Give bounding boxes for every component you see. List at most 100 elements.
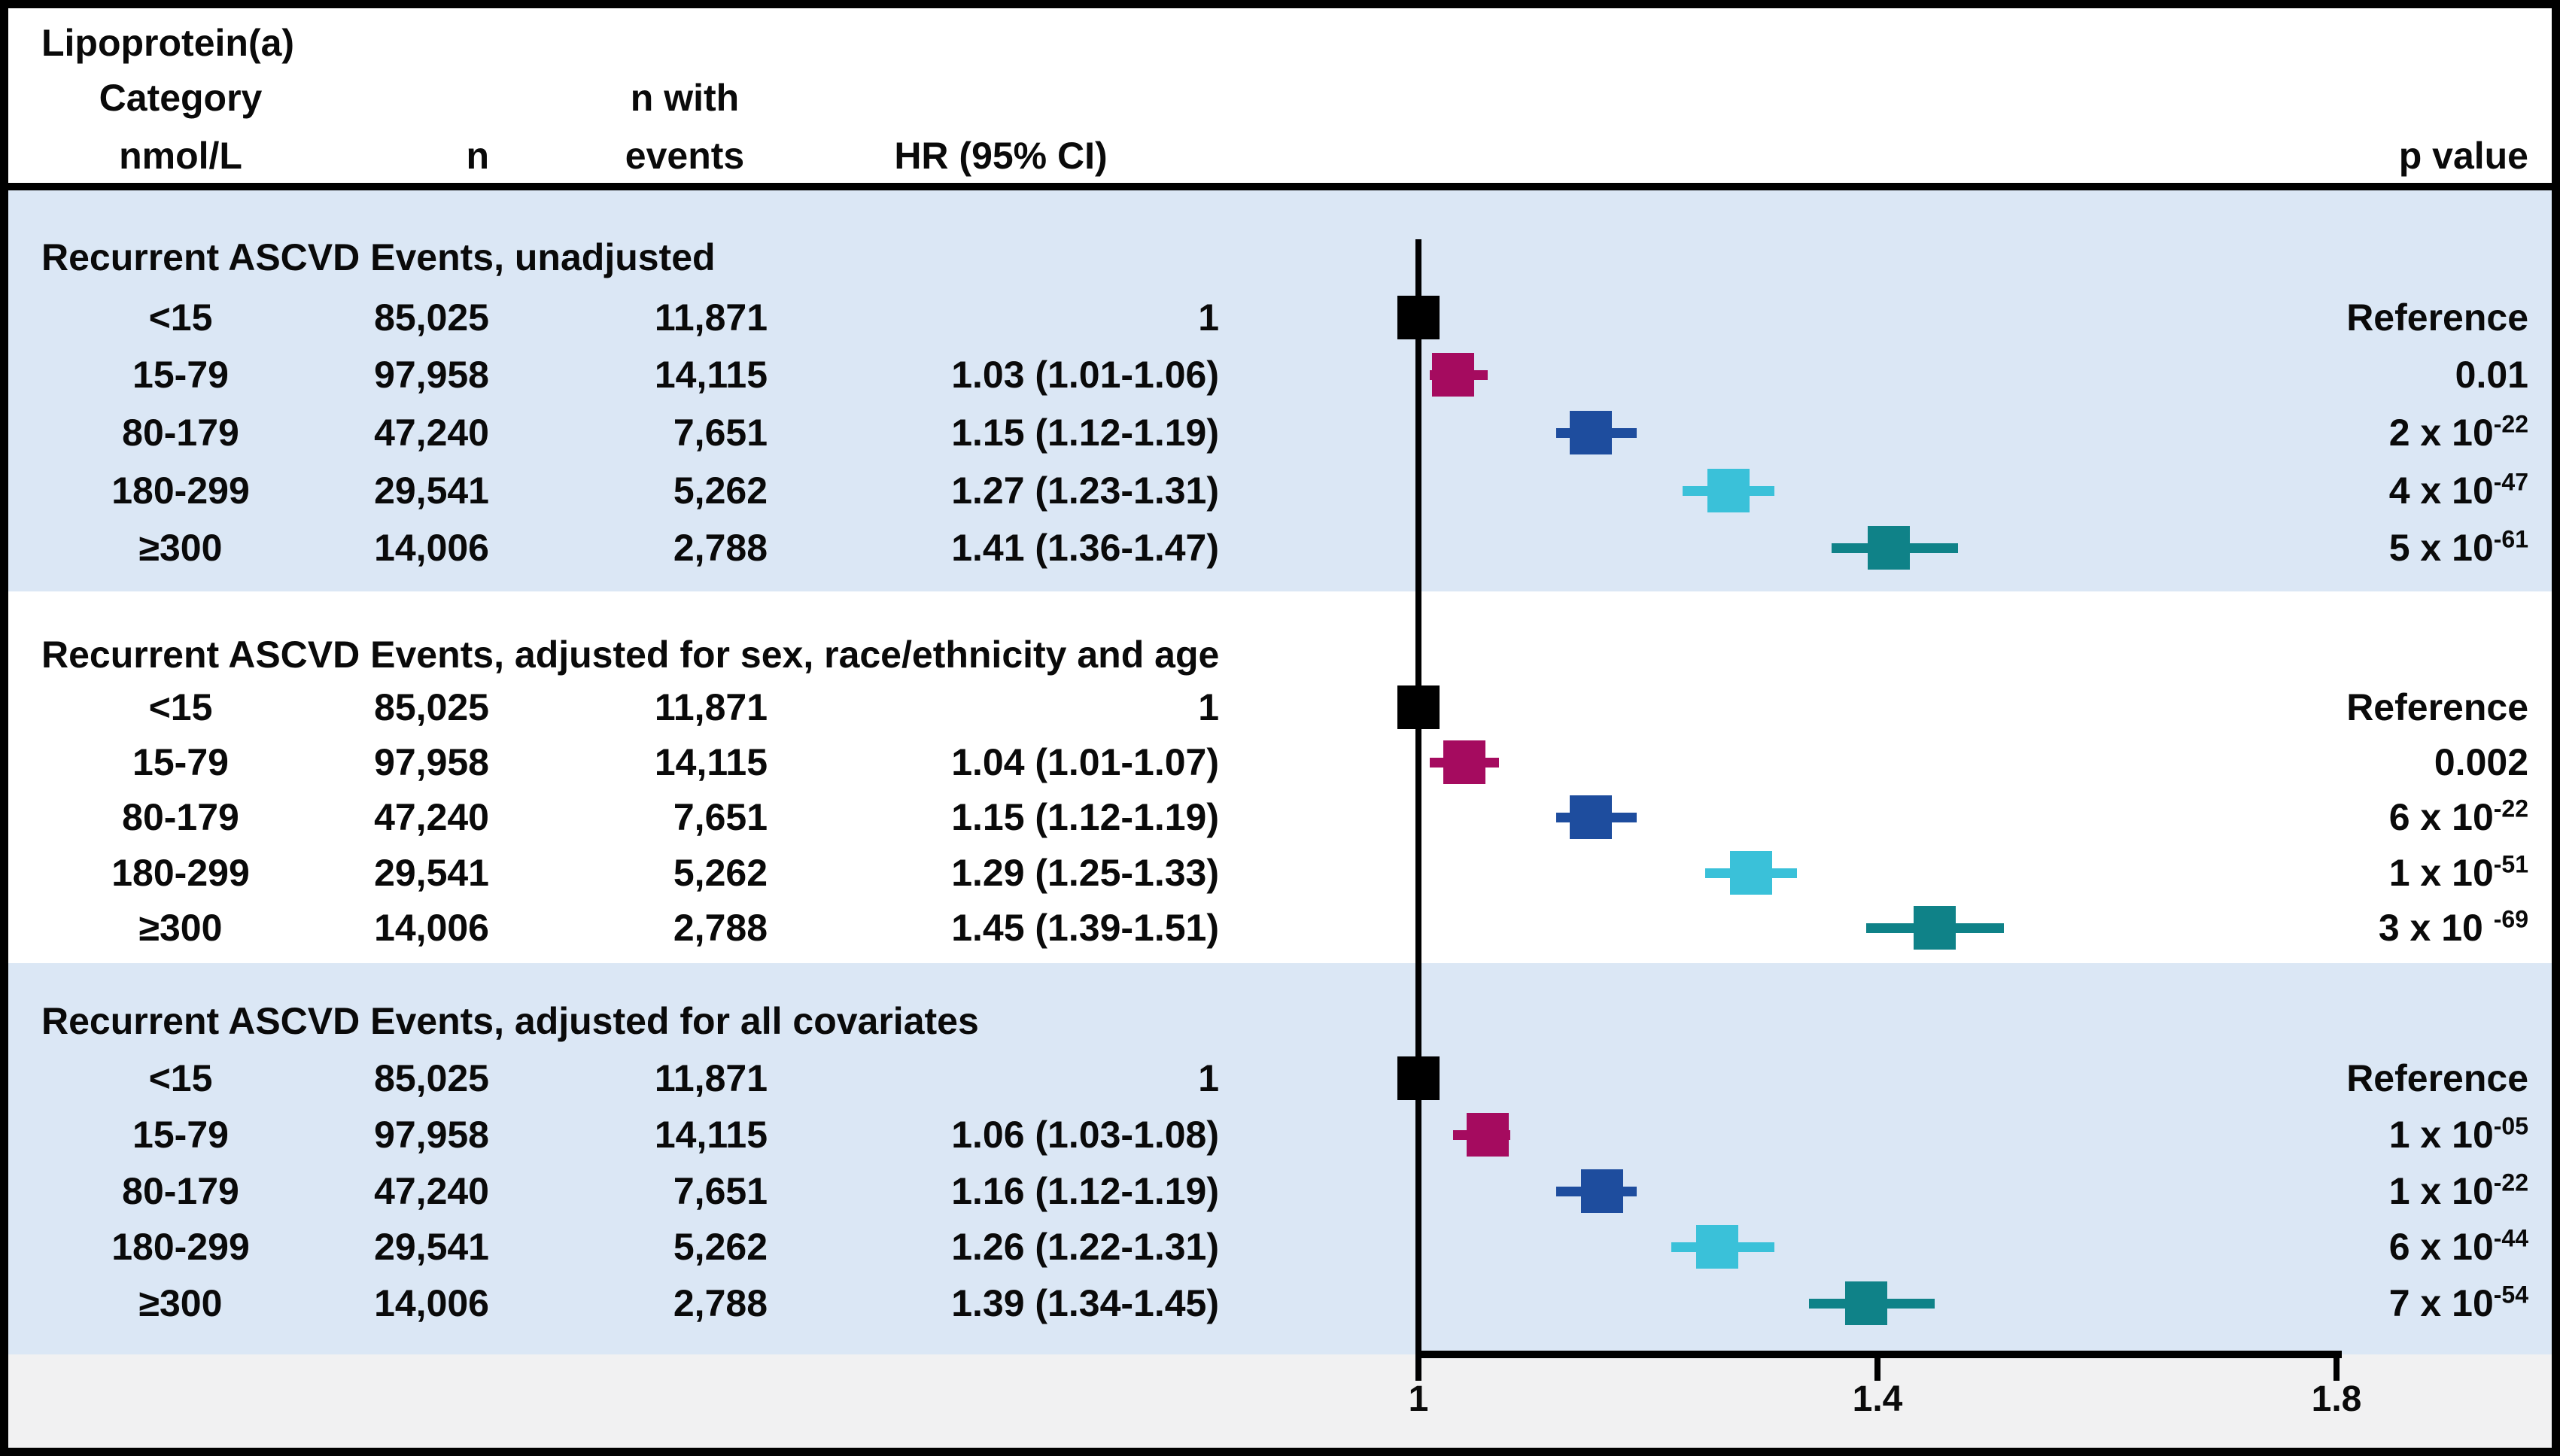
p-value-base: 3 x 10 bbox=[2378, 907, 2494, 949]
shaded-band bbox=[8, 190, 2552, 591]
cell-p-value: 0.002 bbox=[1987, 736, 2528, 789]
hr-point-marker bbox=[1868, 526, 1911, 570]
cell-p-value: 1 x 10-22 bbox=[1987, 1165, 2528, 1217]
cell-hr-ci: 1.29 (1.25-1.33) bbox=[951, 852, 1219, 894]
cell-hr-ci: 1 bbox=[1198, 1057, 1219, 1099]
cell-category: <15 bbox=[148, 296, 213, 339]
column-header-hr: HR (95% CI) bbox=[894, 135, 1108, 177]
cell-hr-ci: 1.41 (1.36-1.47) bbox=[951, 527, 1219, 569]
hr-point-marker bbox=[1914, 906, 1956, 950]
x-axis-tick-label: 1.4 bbox=[1852, 1379, 1903, 1419]
p-value-base: 1 x 10 bbox=[2388, 852, 2494, 894]
cell-hr-ci: 1.15 (1.12-1.19) bbox=[951, 412, 1219, 454]
cell-n-with-events: 5,262 bbox=[673, 470, 768, 512]
cell-n: 29,541 bbox=[374, 470, 489, 512]
cell-hr-ci: 1.15 (1.12-1.19) bbox=[951, 796, 1219, 838]
cell-n-with-events: 5,262 bbox=[673, 852, 768, 894]
column-header-units: nmol/L bbox=[119, 135, 242, 177]
cell-hr-ci: 1.06 (1.03-1.08) bbox=[951, 1114, 1219, 1156]
cell-category: 80-179 bbox=[122, 796, 239, 838]
cell-category: ≥300 bbox=[138, 907, 223, 949]
cell-n-with-events: 7,651 bbox=[673, 796, 768, 838]
p-value-exponent: -22 bbox=[2493, 1169, 2528, 1196]
cell-category: ≥300 bbox=[138, 527, 223, 569]
cell-p-value: Reference bbox=[1987, 291, 2528, 344]
reference-marker bbox=[1397, 1056, 1440, 1100]
reference-line-hr1 bbox=[1415, 239, 1421, 1354]
p-value-exponent: -22 bbox=[2493, 410, 2528, 438]
hr-point-marker bbox=[1431, 353, 1474, 397]
cell-category: 15-79 bbox=[132, 1114, 229, 1156]
axis-footer-strip bbox=[8, 1354, 2552, 1448]
reference-marker bbox=[1397, 296, 1440, 339]
cell-hr-ci: 1.26 (1.22-1.31) bbox=[951, 1226, 1219, 1268]
cell-n: 14,006 bbox=[374, 527, 489, 569]
p-value-base: Reference bbox=[2346, 296, 2528, 339]
cell-p-value: 7 x 10-54 bbox=[1987, 1277, 2528, 1330]
p-value-base: 7 x 10 bbox=[2388, 1282, 2494, 1324]
x-axis-tick-label: 1 bbox=[1408, 1379, 1429, 1419]
cell-hr-ci: 1.16 (1.12-1.19) bbox=[951, 1170, 1219, 1212]
cell-category: ≥300 bbox=[138, 1282, 223, 1324]
hr-point-marker bbox=[1569, 795, 1612, 839]
p-value-exponent: -22 bbox=[2493, 795, 2528, 822]
section-title: Recurrent ASCVD Events, adjusted for sex… bbox=[41, 634, 1220, 676]
section-title: Recurrent ASCVD Events, adjusted for all… bbox=[41, 1000, 979, 1042]
x-axis-tick-mark bbox=[1415, 1351, 1421, 1381]
cell-p-value: 4 x 10-47 bbox=[1987, 464, 2528, 517]
cell-p-value: 2 x 10-22 bbox=[1987, 406, 2528, 459]
cell-n-with-events: 5,262 bbox=[673, 1226, 768, 1268]
hr-point-marker bbox=[1695, 1225, 1738, 1269]
x-axis-tick-label: 1.8 bbox=[2311, 1379, 2362, 1419]
cell-n-with-events: 7,651 bbox=[673, 1170, 768, 1212]
p-value-exponent: -61 bbox=[2493, 525, 2528, 553]
cell-category: 15-79 bbox=[132, 354, 229, 396]
section-title: Recurrent ASCVD Events, unadjusted bbox=[41, 236, 716, 278]
cell-n: 47,240 bbox=[374, 1170, 489, 1212]
cell-p-value: 3 x 10 -69 bbox=[1987, 901, 2528, 954]
cell-category: <15 bbox=[148, 686, 213, 728]
hr-point-marker bbox=[1844, 1281, 1887, 1325]
cell-p-value: 0.01 bbox=[1987, 348, 2528, 401]
cell-p-value: Reference bbox=[1987, 1052, 2528, 1105]
cell-n: 85,025 bbox=[374, 296, 489, 339]
cell-n: 97,958 bbox=[374, 354, 489, 396]
cell-hr-ci: 1 bbox=[1198, 296, 1219, 339]
cell-n-with-events: 2,788 bbox=[673, 1282, 768, 1324]
cell-n: 85,025 bbox=[374, 1057, 489, 1099]
cell-hr-ci: 1 bbox=[1198, 686, 1219, 728]
column-header-events-line2: events bbox=[625, 135, 745, 177]
cell-n-with-events: 2,788 bbox=[673, 907, 768, 949]
column-header-category: Category bbox=[99, 77, 263, 119]
figure-title: Lipoprotein(a) bbox=[41, 22, 295, 64]
p-value-exponent: -54 bbox=[2493, 1281, 2528, 1309]
cell-p-value: 6 x 10-44 bbox=[1987, 1220, 2528, 1273]
cell-n: 85,025 bbox=[374, 686, 489, 728]
cell-n-with-events: 11,871 bbox=[654, 296, 768, 339]
p-value-base: Reference bbox=[2346, 1057, 2528, 1099]
hr-point-marker bbox=[1581, 1169, 1623, 1213]
p-value-base: 6 x 10 bbox=[2388, 1226, 2494, 1268]
cell-n-with-events: 7,651 bbox=[673, 412, 768, 454]
cell-hr-ci: 1.27 (1.23-1.31) bbox=[951, 470, 1219, 512]
cell-p-value: 1 x 10-51 bbox=[1987, 847, 2528, 899]
cell-p-value: 1 x 10-05 bbox=[1987, 1108, 2528, 1161]
cell-category: 80-179 bbox=[122, 1170, 239, 1212]
cell-hr-ci: 1.39 (1.34-1.45) bbox=[951, 1282, 1219, 1324]
p-value-base: 2 x 10 bbox=[2388, 412, 2494, 454]
p-value-base: 0.002 bbox=[2434, 741, 2528, 783]
shaded-band bbox=[8, 963, 2552, 1354]
cell-hr-ci: 1.04 (1.01-1.07) bbox=[951, 741, 1219, 783]
cell-n: 47,240 bbox=[374, 412, 489, 454]
cell-n-with-events: 14,115 bbox=[654, 1114, 768, 1156]
hr-point-marker bbox=[1707, 469, 1750, 512]
column-header-n: n bbox=[466, 135, 489, 177]
x-axis-tick-mark bbox=[2333, 1351, 2340, 1381]
cell-category: 15-79 bbox=[132, 741, 229, 783]
cell-category: 180-299 bbox=[111, 852, 250, 894]
p-value-base: 1 x 10 bbox=[2388, 1170, 2494, 1212]
cell-hr-ci: 1.45 (1.39-1.51) bbox=[951, 907, 1219, 949]
p-value-exponent: -47 bbox=[2493, 468, 2528, 496]
header-separator-line bbox=[0, 183, 2560, 190]
p-value-base: 6 x 10 bbox=[2388, 796, 2494, 838]
